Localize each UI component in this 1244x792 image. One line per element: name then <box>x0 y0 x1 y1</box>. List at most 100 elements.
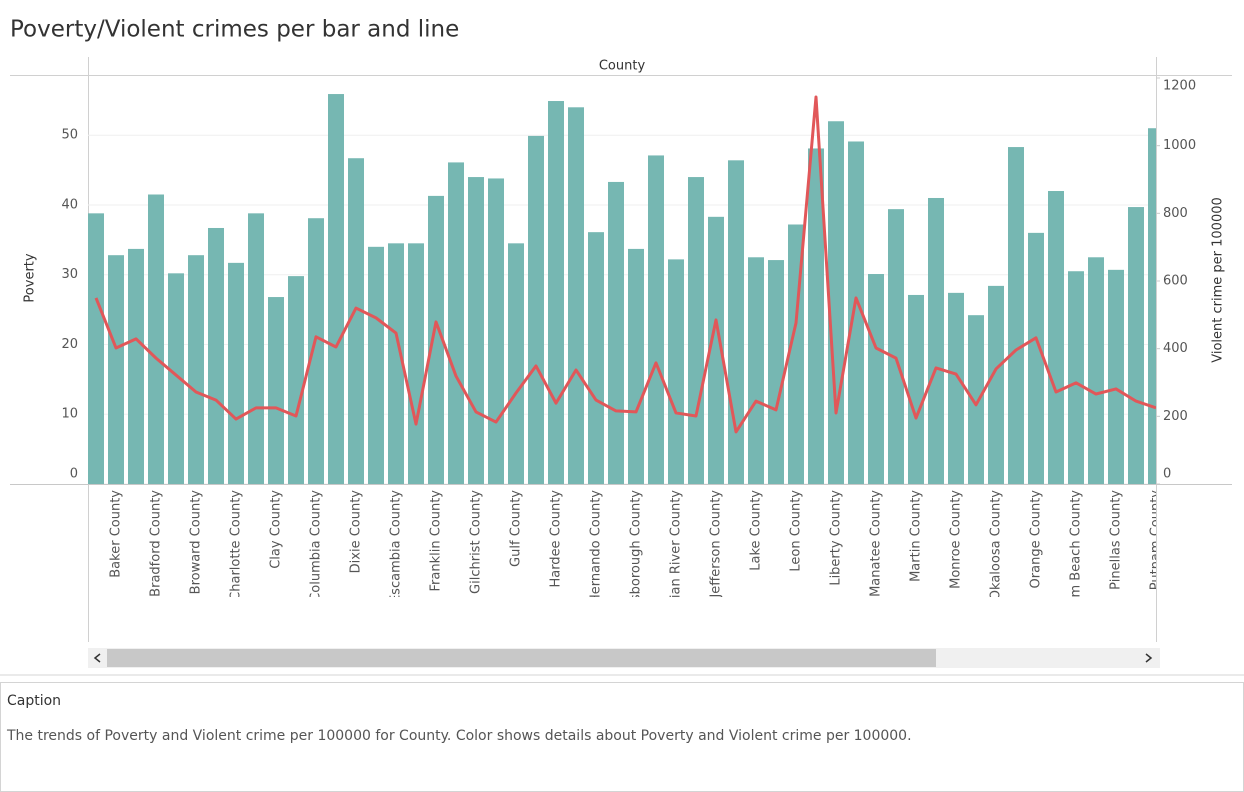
x-tick-label: Franklin County <box>429 490 444 592</box>
bar <box>648 155 664 484</box>
caption-panel: Caption The trends of Poverty and Violen… <box>0 682 1244 792</box>
line <box>94 95 1156 434</box>
bar <box>228 262 244 484</box>
bar <box>268 297 284 484</box>
bar <box>1148 128 1156 484</box>
bar <box>1008 147 1024 484</box>
bar <box>688 177 704 485</box>
bar <box>708 216 724 485</box>
x-axis-title: County <box>599 59 646 74</box>
x-tick-label: Hernando County <box>589 490 604 604</box>
bar <box>508 243 524 484</box>
x-tick-label: Pinellas County <box>1109 490 1124 590</box>
caption-text: The trends of Poverty and Violent crime … <box>7 728 912 744</box>
x-tick-label: Dixie County <box>349 490 364 574</box>
bar <box>728 160 744 484</box>
y2-tick-label: 800 <box>1163 206 1188 221</box>
x-tick-label: Baker County <box>109 490 124 578</box>
x-tick-label: Charlotte County <box>229 490 244 601</box>
y-tick-label: 20 <box>61 337 78 352</box>
bar <box>208 227 224 484</box>
bar <box>428 195 444 484</box>
y-tick-label: 0 <box>70 467 78 482</box>
bar <box>588 232 604 484</box>
x-tick-label: Hardee County <box>549 490 564 588</box>
bar <box>1128 207 1144 484</box>
bar <box>768 260 784 484</box>
bar <box>408 243 424 484</box>
x-tick-label: Escambia County <box>389 490 404 603</box>
x-tick-label: Palm Beach County <box>1069 490 1084 617</box>
chart-title: Poverty/Violent crimes per bar and line <box>10 17 459 43</box>
bar <box>448 162 464 484</box>
bar <box>528 135 544 485</box>
x-tick-label: Columbia County <box>309 490 324 602</box>
bar <box>968 315 984 484</box>
scroll-left[interactable] <box>93 653 101 663</box>
bar <box>568 107 584 485</box>
y-tick-label: 10 <box>61 407 78 422</box>
y2-tick-label: 200 <box>1163 409 1188 424</box>
bar <box>868 274 884 484</box>
x-tick-label: Putnam County <box>1149 490 1164 591</box>
caption-title: Caption <box>7 693 62 709</box>
x-tick-label: Gulf County <box>509 490 524 567</box>
bar <box>668 259 684 484</box>
y2-tick-label: 1200 <box>1163 79 1196 94</box>
chart: Poverty/Violent crimes per bar and line … <box>0 17 1244 676</box>
y-tick-label: 30 <box>61 267 78 282</box>
bar <box>1108 269 1124 484</box>
bar <box>368 246 384 484</box>
bar <box>628 248 644 484</box>
bar <box>288 276 304 484</box>
bar <box>748 257 764 484</box>
bar <box>1028 232 1044 484</box>
bar <box>888 209 904 484</box>
x-tick-label: Leon County <box>789 490 804 572</box>
bar <box>1088 257 1104 484</box>
bar <box>168 273 184 484</box>
y-tick-label: 50 <box>61 128 78 143</box>
x-tick-label: Indian River County <box>669 490 684 619</box>
y-tick-label: 40 <box>61 197 78 212</box>
bar <box>948 292 964 484</box>
bar <box>908 294 924 484</box>
scroll-right[interactable] <box>1145 653 1153 663</box>
x-tick-label: Clay County <box>269 490 284 569</box>
bar <box>188 255 204 484</box>
x-tick-label: Monroe County <box>949 490 964 589</box>
x-tick-label: Broward County <box>189 490 204 595</box>
bar <box>348 158 364 484</box>
x-tick-label: Hillsborough County <box>629 490 644 622</box>
bar <box>988 285 1004 484</box>
x-tick-label: Okaloosa County <box>989 490 1004 600</box>
y2-tick-label: 600 <box>1163 274 1188 289</box>
x-tick-label: Liberty County <box>829 490 844 586</box>
bar <box>808 148 824 485</box>
x-tick-label: Orange County <box>1029 490 1044 589</box>
y-axis-title: Poverty <box>23 253 38 302</box>
bar <box>608 181 624 484</box>
y2-tick-label: 400 <box>1163 341 1188 356</box>
bar <box>128 248 144 484</box>
bar <box>88 213 104 485</box>
x-tick-label: Bradford County <box>149 490 164 597</box>
x-tick-label: Jefferson County <box>709 490 724 599</box>
bar <box>308 218 324 484</box>
scroll-thumb[interactable] <box>107 649 936 667</box>
bar <box>548 101 564 484</box>
bar <box>108 255 124 484</box>
y2-tick-label: 1000 <box>1163 138 1196 153</box>
bar <box>928 197 944 484</box>
bar <box>388 243 404 484</box>
bar <box>1068 271 1084 484</box>
bar <box>248 213 264 485</box>
x-tick-label: Lake County <box>749 490 764 571</box>
bar <box>488 178 504 484</box>
y2-tick-label: 0 <box>1163 467 1171 482</box>
bar <box>848 141 864 485</box>
x-tick-label: Manatee County <box>869 490 884 597</box>
y2-axis-title: Violent crime per 100000 <box>1211 197 1226 363</box>
bar <box>148 194 164 484</box>
